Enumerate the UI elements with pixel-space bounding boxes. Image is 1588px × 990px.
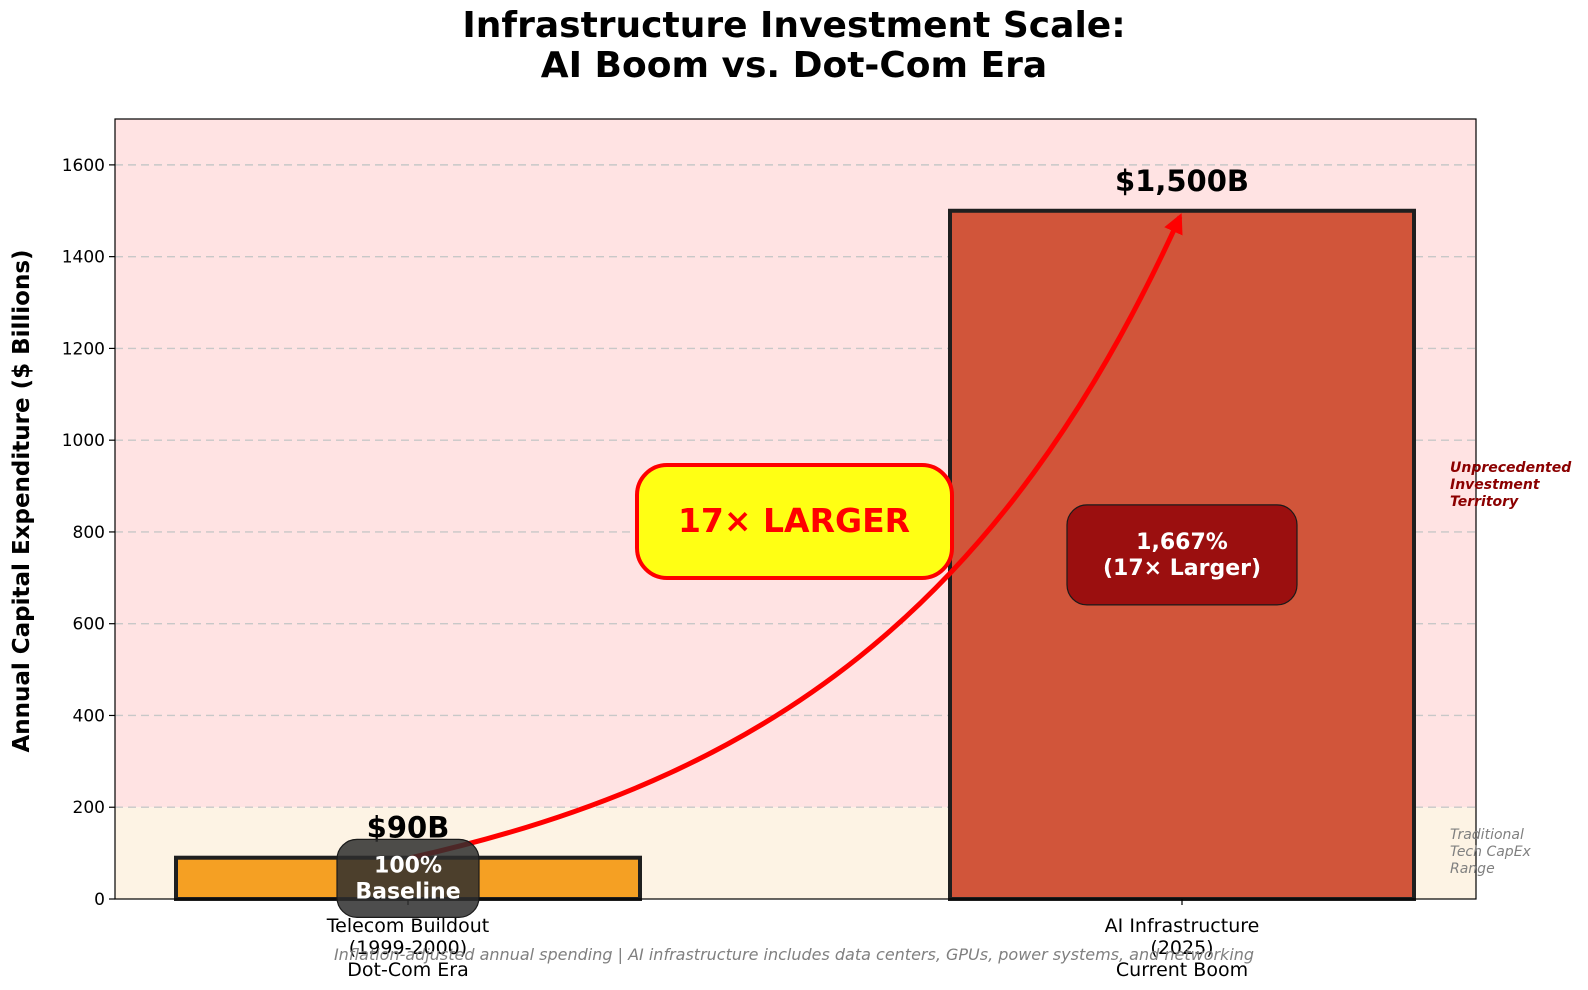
- zone-label-1-line-0: Unprecedented: [1450, 460, 1572, 476]
- chart-title-line-2: AI Boom vs. Dot-Com Era: [541, 45, 1047, 86]
- pct-box-0-line-0: 100%: [374, 853, 442, 878]
- y-axis: 0 200 400 600 800 1000 1200 1400 1600: [62, 156, 115, 910]
- footnote: Inflation-adjusted annual spending | AI …: [334, 945, 1254, 964]
- value-label-1: $1,500B: [1115, 164, 1249, 198]
- zone-label-0-line-2: Range: [1450, 861, 1495, 877]
- y-tick-label-1: 200: [73, 798, 105, 818]
- zone-label-1-line-1: Investment: [1450, 477, 1541, 493]
- y-tick-label-3: 600: [73, 615, 105, 635]
- zone-label-0-line-0: Traditional: [1450, 827, 1524, 843]
- y-tick-label-8: 1600: [62, 156, 105, 176]
- y-tick-label-7: 1400: [62, 248, 105, 268]
- pct-box-1: [1066, 504, 1298, 606]
- pct-box-1-line-0: 1,667%: [1136, 530, 1228, 555]
- x-tick-label-1-line-1: (2025): [1150, 937, 1213, 959]
- callout-text: 17× LARGER: [678, 501, 910, 540]
- zone-label-1-line-2: Territory: [1450, 494, 1519, 510]
- plot-frame: [114, 118, 1477, 900]
- y-tick-label-6: 1200: [62, 339, 105, 359]
- pct-box-0-line-1: Baseline: [355, 879, 460, 904]
- x-tick-label-0-line-0: Telecom Buildout: [326, 915, 489, 937]
- y-tick-label-4: 800: [73, 523, 105, 543]
- x-tick-label-0-line-1: (1999-2000): [349, 937, 467, 959]
- zone-label-0-line-1: Tech CapEx: [1450, 844, 1532, 860]
- y-axis-label: Annual Capital Expenditure ($ Billions): [9, 249, 35, 752]
- pct-box-0: [336, 838, 480, 918]
- pct-box-1-line-1: (17× Larger): [1103, 556, 1261, 581]
- y-tick-label-2: 400: [73, 706, 105, 726]
- x-tick-label-1-line-0: AI Infrastructure: [1105, 915, 1260, 937]
- chart-title-line-1: Infrastructure Investment Scale:: [462, 5, 1125, 46]
- growth-arrow: [410, 213, 1183, 861]
- y-tick-label-0: 0: [94, 890, 105, 910]
- x-tick-label-0-line-2: Dot-Com Era: [347, 959, 468, 981]
- x-tick-label-1-line-2: Current Boom: [1116, 959, 1248, 981]
- y-tick-label-5: 1000: [62, 431, 105, 451]
- callout-box: [635, 463, 954, 580]
- x-axis: Telecom Buildout(1999-2000)Dot-Com Era AI…: [326, 899, 1260, 981]
